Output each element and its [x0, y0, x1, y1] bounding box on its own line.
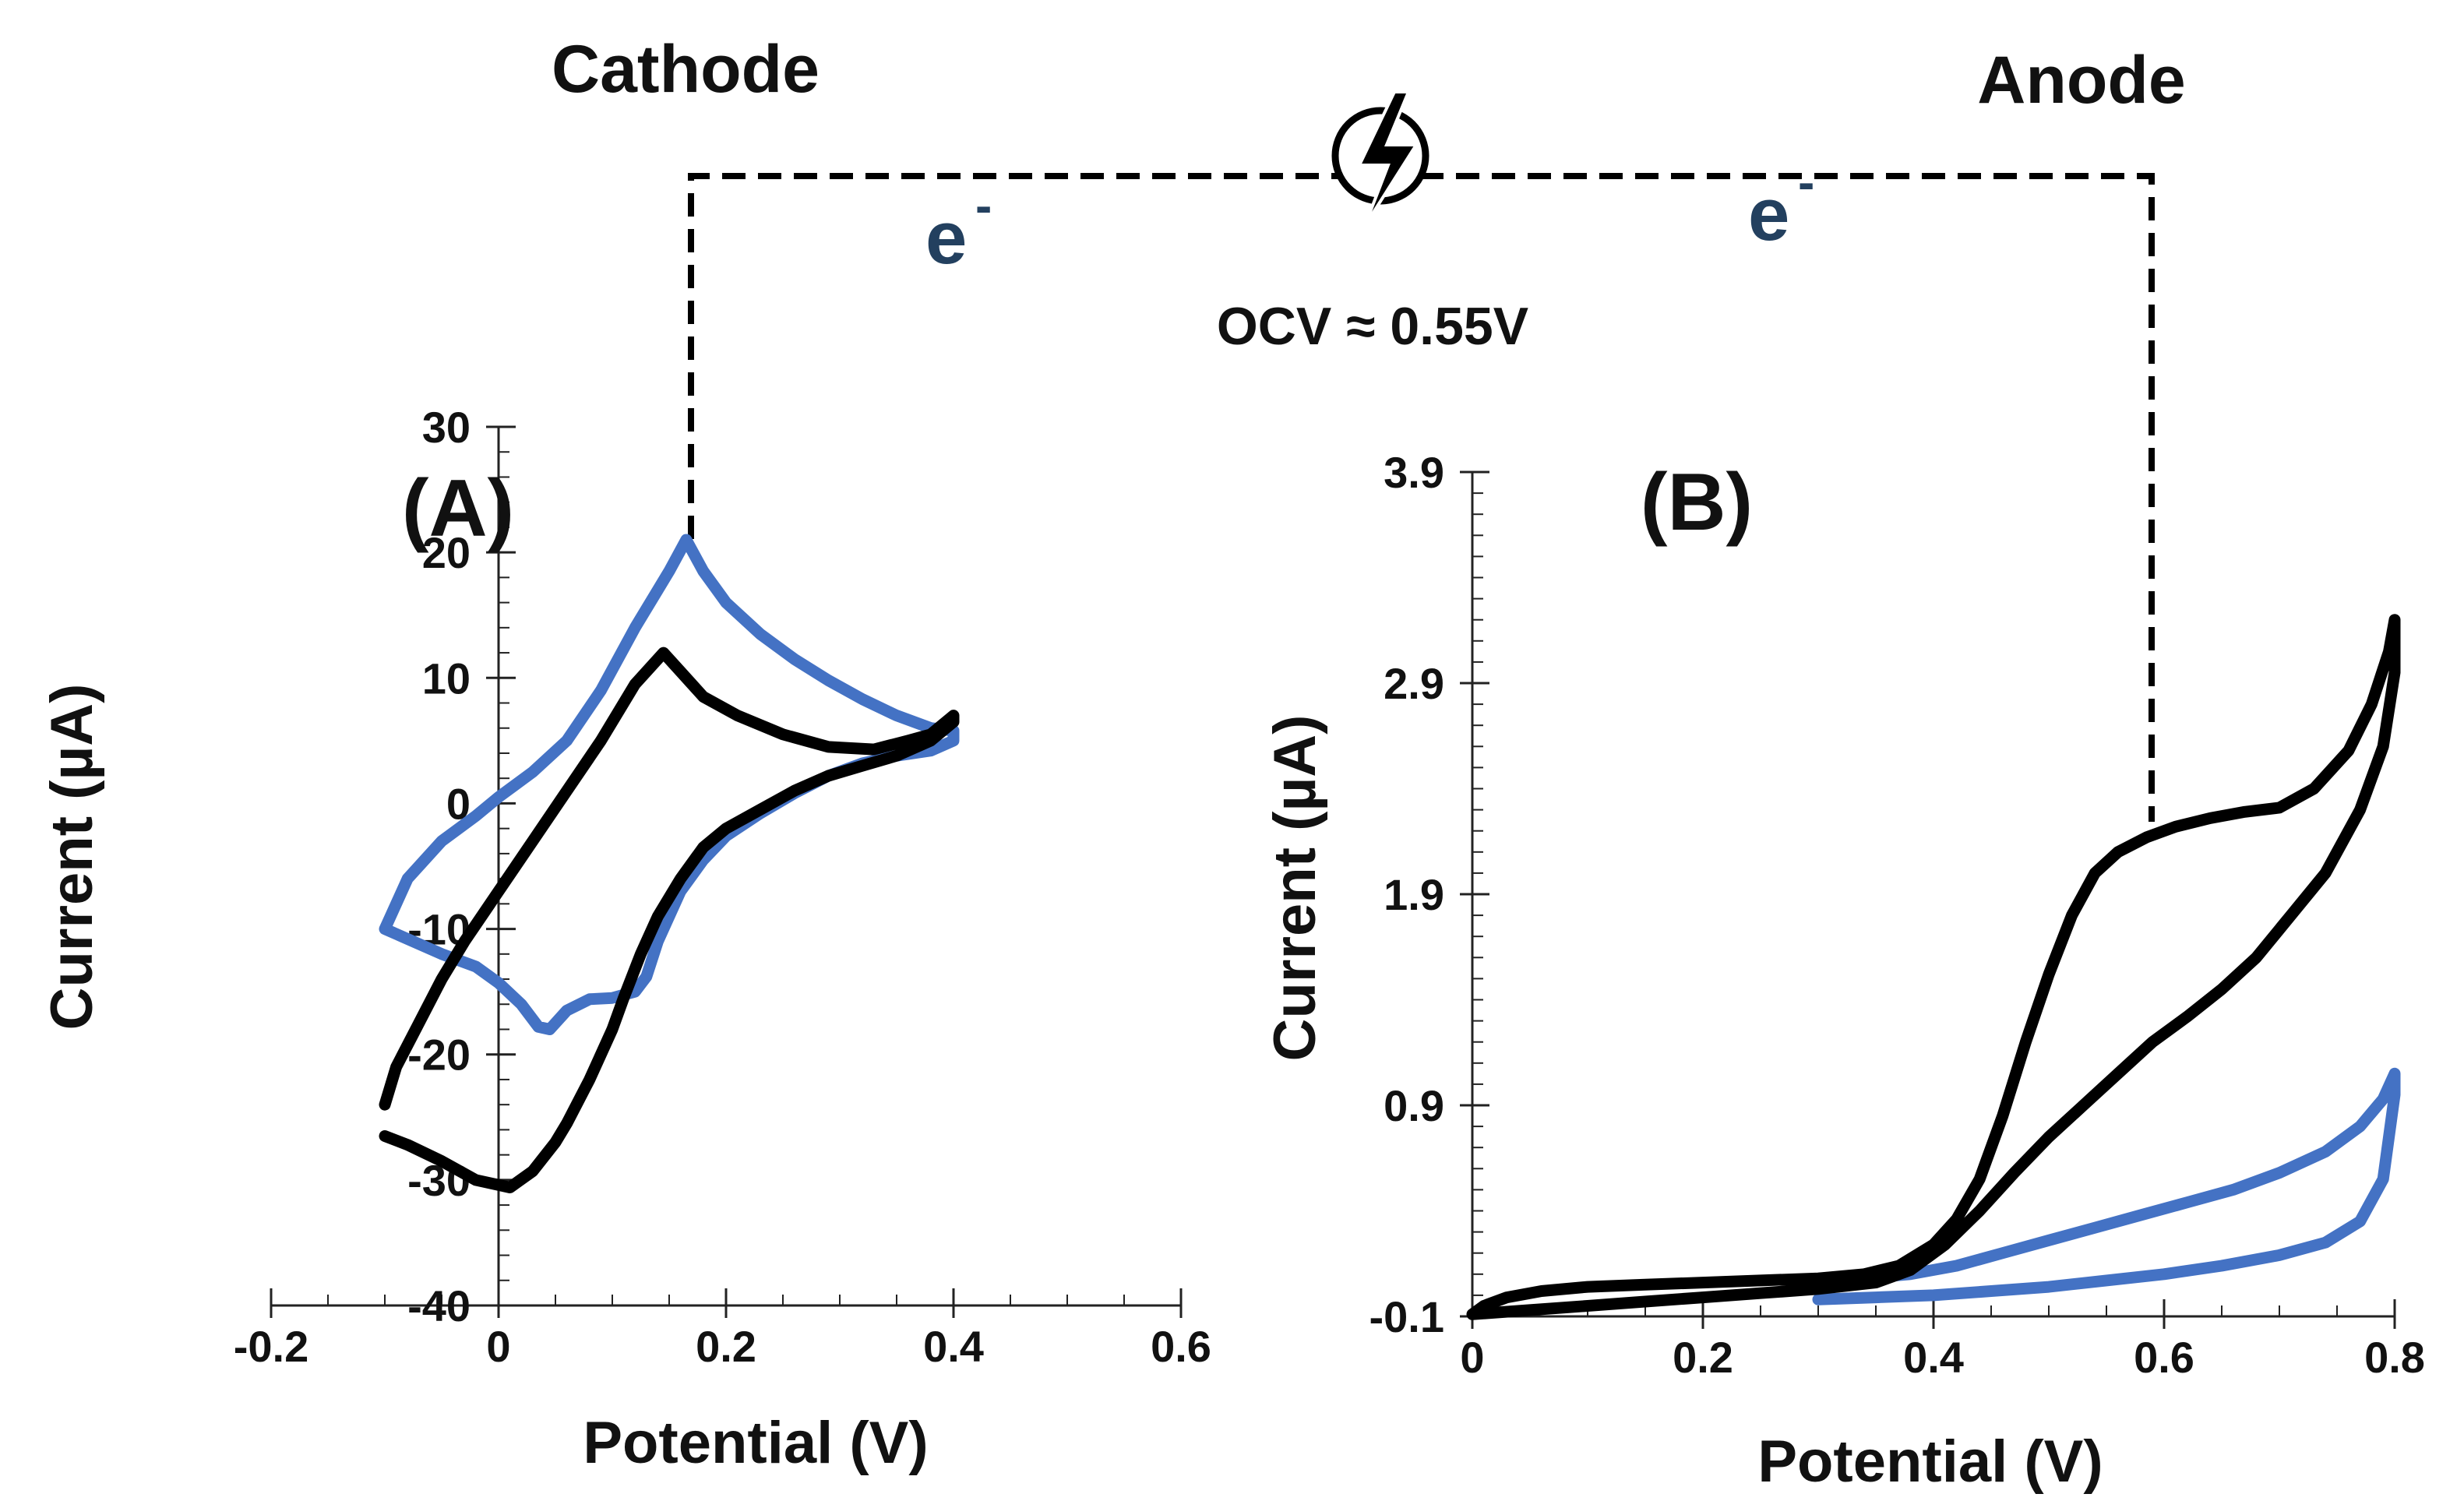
panel-a-y-tick-label: 20 [422, 528, 471, 577]
panel-a-x-tick-label: -0.2 [234, 1322, 309, 1371]
svg-text:-: - [975, 178, 992, 234]
panel-b-x-tick-label: 0.6 [2134, 1333, 2194, 1382]
panel-b-y-axis-title: Current (µA) [1262, 715, 1328, 1062]
lightning-bolt-icon [1331, 90, 1429, 227]
panel-a-y-tick-label: -40 [407, 1281, 471, 1330]
panel-b-y-tick-label: 0.9 [1384, 1081, 1444, 1130]
panel-a-black-cv-curve [379, 647, 960, 1193]
panel-b-blue-cv-curve [1812, 1067, 2401, 1305]
panel-a-y-tick-label: 10 [422, 654, 471, 703]
panel-b-x-tick-label: 0.4 [1903, 1333, 1964, 1382]
svg-text:e: e [925, 196, 967, 280]
svg-text:e: e [1748, 173, 1789, 256]
panel-a-x-tick-label: 0 [486, 1322, 510, 1371]
panel-a-y-axis-title: Current (µA) [39, 684, 105, 1031]
panel-a-x-tick-label: 0.4 [923, 1322, 984, 1371]
panel-a-x-axis-title: Potential (V) [583, 1410, 928, 1476]
panel-b-x-tick-label: 0 [1460, 1333, 1484, 1382]
panel-b-x-tick-label: 0.2 [1673, 1333, 1733, 1382]
panel-b-x-axis-title: Potential (V) [1757, 1429, 2103, 1495]
cathode-label: Cathode [552, 32, 820, 107]
circuit-connector [688, 173, 2155, 822]
panel-b-y-tick-label: 3.9 [1384, 448, 1444, 497]
electron-label-right: e - [1748, 154, 1814, 256]
panel-b-chart: -0.1 0.9 1.9 2.9 3.9 0 0.2 0.4 0.6 0.8 (B) Potent… [1262, 448, 2425, 1495]
panel-a-y-tick-label: -20 [407, 1031, 471, 1080]
svg-text:-: - [1798, 154, 1814, 210]
panel-a-x-tick-label: 0.6 [1151, 1322, 1211, 1371]
panel-a-x-tick-label: 0.2 [696, 1322, 756, 1371]
panel-b-y-tick-label: 1.9 [1384, 870, 1444, 919]
panel-b-label: (B) [1641, 457, 1753, 548]
panel-a-y-tick-label: 30 [422, 403, 471, 452]
panel-b-y-tick-label: -0.1 [1369, 1292, 1445, 1341]
panel-a-label: (A) [402, 463, 514, 554]
panel-b-black-cv-curve [1466, 614, 2401, 1320]
panel-b-x-tick-label: 0.8 [2364, 1333, 2425, 1382]
electron-label-left: e - [925, 178, 992, 280]
panel-b-y-tick-label: 2.9 [1384, 659, 1444, 708]
anode-label: Anode [1977, 43, 2186, 118]
ocv-label: OCV ≈ 0.55V [1217, 297, 1528, 356]
